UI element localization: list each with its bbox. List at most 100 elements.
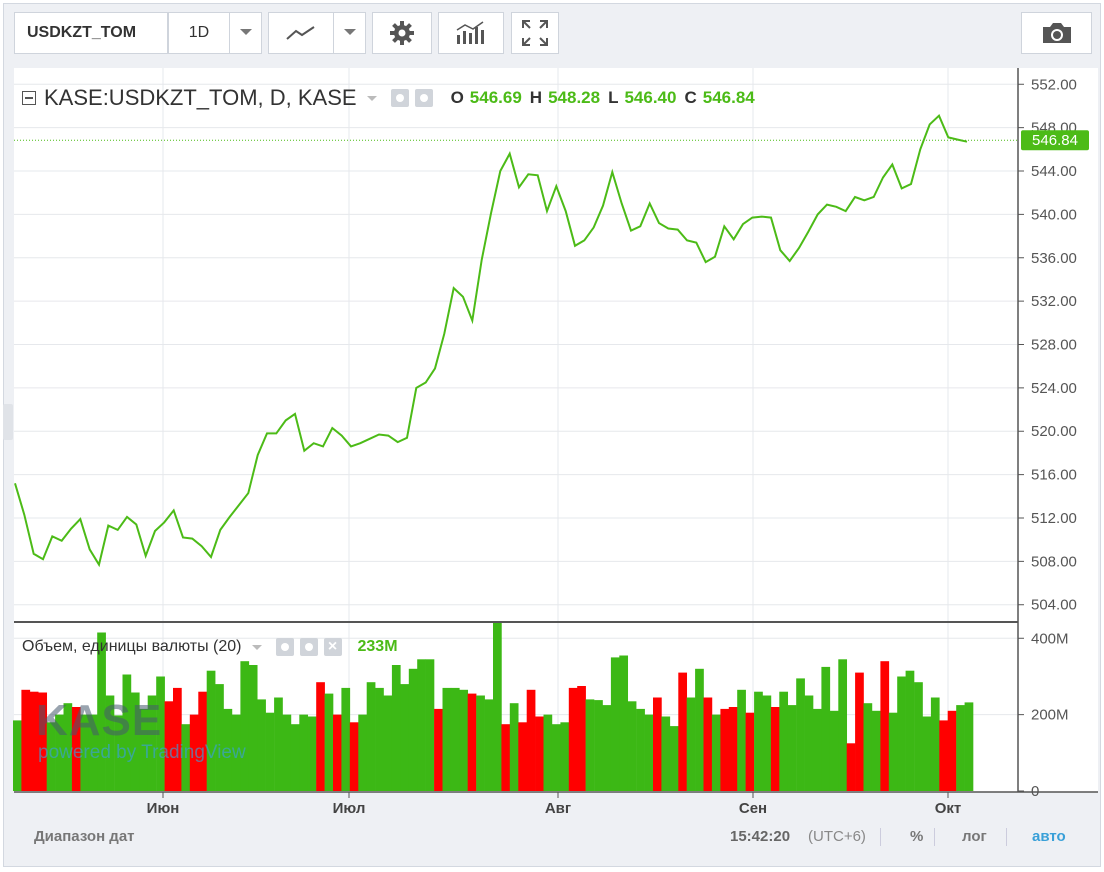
volume-bar (568, 687, 578, 791)
price-tick-label: 504.00 (1031, 597, 1077, 614)
volume-bar (661, 716, 671, 791)
volume-bar (922, 716, 932, 791)
volume-bar (619, 655, 629, 791)
timezone-label[interactable]: (UTC+6) (808, 828, 866, 845)
line-chart-icon (286, 26, 315, 40)
volume-bar (181, 724, 191, 791)
chart-style-button[interactable] (268, 12, 334, 54)
volume-bar (703, 697, 713, 791)
volume-bar (240, 661, 250, 791)
volume-bar (80, 714, 90, 791)
price-tick-label: 540.00 (1031, 206, 1077, 223)
volume-bar (282, 714, 292, 791)
volume-bar (349, 722, 359, 791)
percent-toggle[interactable]: % (910, 828, 924, 845)
time-axis[interactable]: Июн Июл Авг Сен Окт (147, 792, 962, 817)
volume-bar (829, 710, 839, 791)
volume-bar (307, 716, 317, 791)
volume-bar (366, 682, 376, 791)
close-icon[interactable]: × (323, 638, 342, 656)
fullscreen-button[interactable] (511, 12, 559, 54)
volume-bar (265, 712, 275, 791)
auto-toggle[interactable]: авто (1032, 828, 1066, 845)
volume-bar (164, 701, 174, 791)
volume-bar (434, 708, 443, 791)
price-axis[interactable]: 504.00 508.00 512.00 516.00 520.00 524.00 528.… (1018, 76, 1077, 614)
volume-bar (316, 682, 325, 791)
volume-bar (821, 666, 831, 791)
volume-bar (38, 692, 48, 791)
series-title: KASE:USDKZT_TOM, D, KASE (44, 85, 357, 110)
time-tick-label: Авг (545, 800, 571, 817)
volume-bar (417, 659, 426, 791)
collapse-icon[interactable] (22, 91, 36, 105)
chevron-down-icon (343, 29, 356, 35)
volume-bar (29, 691, 39, 791)
volume-bar (215, 684, 224, 791)
volume-bar (63, 703, 73, 791)
volume-bar (71, 707, 81, 791)
indicators-button[interactable] (438, 12, 504, 54)
volume-tick-label: 400M (1031, 630, 1069, 647)
volume-bar (560, 722, 570, 791)
powered-by-tradingview[interactable]: powered by TradingView (38, 742, 246, 763)
last-price-value: 546.84 (1032, 132, 1078, 149)
volume-bar (173, 687, 182, 791)
volume-bar (114, 715, 123, 791)
open-label: O (450, 88, 464, 107)
volume-bar (653, 697, 662, 791)
status-divider (934, 828, 935, 846)
volume-bar (930, 697, 940, 791)
volume-bar (383, 695, 393, 791)
volume-bar (130, 692, 140, 791)
interval-dropdown-button[interactable] (229, 12, 262, 54)
price-tick-label: 532.00 (1031, 293, 1077, 310)
volume-bar (737, 689, 746, 791)
chevron-down-icon[interactable] (251, 644, 262, 650)
volume-bar (796, 678, 805, 791)
volume-bar (947, 710, 957, 791)
left-panel-toggle[interactable] (3, 404, 13, 440)
log-toggle[interactable]: лог (962, 828, 987, 845)
symbol-search-button[interactable]: USDKZT_TOM (14, 12, 168, 54)
volume-bar (147, 695, 157, 791)
volume-bar (105, 695, 115, 791)
camera-icon (1042, 23, 1071, 43)
chart-style-dropdown-button[interactable] (333, 12, 366, 54)
price-tick-label: 544.00 (1031, 163, 1077, 180)
date-range-button[interactable]: Диапазон дат (34, 828, 135, 845)
snapshot-button[interactable] (1021, 12, 1092, 54)
volume-bar (139, 708, 149, 791)
volume-bar (333, 714, 342, 791)
volume-bar (156, 676, 165, 791)
volume-value: 233M (357, 638, 398, 655)
gear-icon[interactable] (299, 638, 318, 656)
eye-icon[interactable] (390, 89, 409, 107)
interval-label: 1D (188, 24, 210, 41)
chevron-down-icon[interactable] (366, 95, 377, 101)
gear-icon[interactable] (414, 89, 433, 107)
volume-bar (728, 707, 738, 791)
time-tick-label: Июл (333, 800, 366, 817)
time-tick-label: Июн (147, 800, 180, 817)
price-tick-label: 520.00 (1031, 423, 1077, 440)
volume-bar (813, 708, 822, 791)
indicators-icon (456, 21, 484, 44)
volume-bar (274, 697, 283, 791)
kase-logo: KASE (36, 696, 163, 745)
settings-button[interactable] (372, 12, 432, 54)
volume-bar (871, 710, 881, 791)
eye-icon[interactable] (275, 638, 294, 656)
volume-bar (493, 621, 502, 791)
volume-bar (686, 697, 696, 791)
volume-bar (341, 687, 351, 791)
volume-bar (450, 687, 460, 791)
volume-bar (484, 699, 494, 791)
volume-bar (459, 689, 469, 791)
volume-bar (223, 708, 233, 791)
fullscreen-icon (522, 20, 548, 46)
volume-legend: Объем, единицы валюты (20) × 233M (22, 636, 398, 658)
volume-bar (257, 699, 266, 791)
volume-bar (358, 714, 368, 791)
price-tick-label: 516.00 (1031, 467, 1077, 484)
